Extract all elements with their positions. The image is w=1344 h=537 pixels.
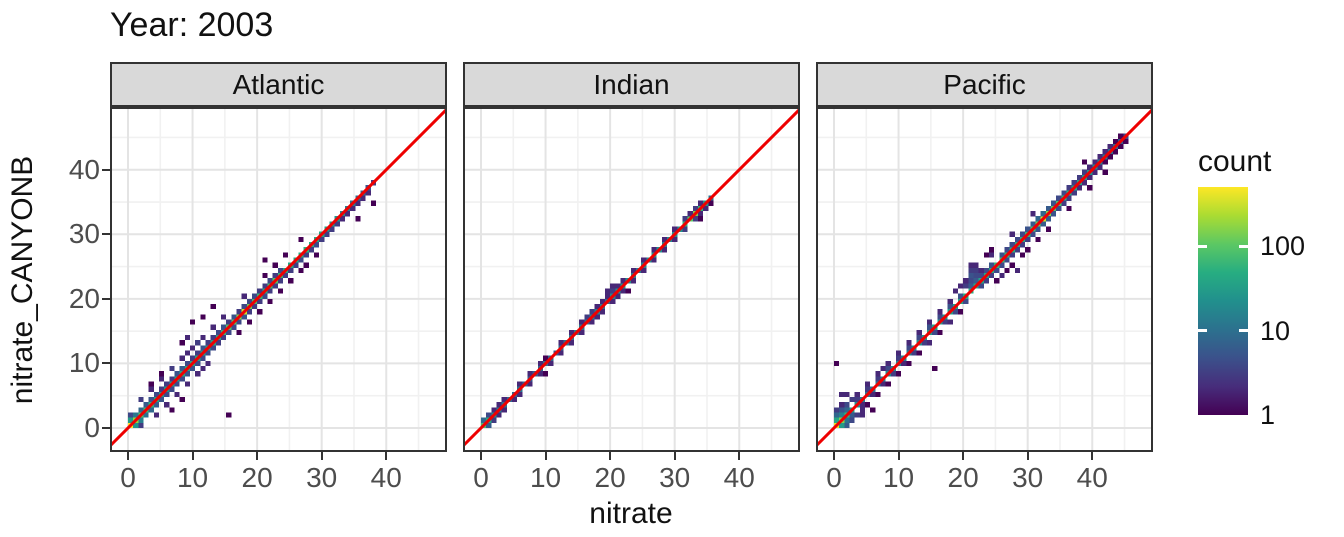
facet-strip-pacific: Pacific xyxy=(816,62,1153,107)
axis-tick-x xyxy=(962,452,965,460)
x-tick-label: 20 xyxy=(594,462,626,493)
axis-tick-x xyxy=(1026,452,1029,460)
y-tick-label: 20 xyxy=(68,282,100,314)
axis-tick-y xyxy=(102,168,110,171)
axis-tick-x xyxy=(544,452,547,460)
plot-title: Year: 2003 xyxy=(110,6,274,44)
legend-title: count xyxy=(1198,145,1272,178)
facet-strip-atlantic: Atlantic xyxy=(110,62,447,107)
panel-svg-atlantic xyxy=(108,107,449,452)
legend-tick xyxy=(1198,244,1207,248)
x-tick-label: 30 xyxy=(1012,462,1044,493)
x-tick-label: 10 xyxy=(882,462,915,493)
axis-tick-x xyxy=(1091,452,1094,460)
legend-tick xyxy=(1198,329,1207,333)
x-tick-label: 20 xyxy=(241,462,273,493)
x-tick-label: 40 xyxy=(1076,462,1108,493)
axis-tick-y xyxy=(102,297,110,300)
axis-tick-x xyxy=(833,452,835,460)
x-tick-label: 0 xyxy=(120,462,136,493)
legend-tick-label: 100 xyxy=(1260,231,1306,262)
y-tick-label: 0 xyxy=(84,411,100,443)
x-tick-label: 40 xyxy=(370,462,402,493)
axis-tick-x xyxy=(191,452,194,460)
legend-colorbar xyxy=(1198,187,1248,415)
y-tick-label: 30 xyxy=(68,218,100,250)
y-axis-title: nitrate_CANYONB xyxy=(6,155,39,405)
facet-strip-indian: Indian xyxy=(463,62,800,107)
axis-tick-x xyxy=(738,452,741,460)
axis-tick-x xyxy=(127,452,129,460)
x-axis-title: nitrate xyxy=(589,497,673,530)
legend-tick xyxy=(1239,329,1248,333)
axis-tick-x xyxy=(609,452,612,460)
identity-line xyxy=(461,107,802,448)
x-tick-label: 10 xyxy=(529,462,562,493)
panel-border xyxy=(816,107,1153,452)
axis-tick-y xyxy=(102,362,110,365)
y-tick-label: 40 xyxy=(68,153,100,185)
identity-line xyxy=(108,107,449,448)
panel-svg-pacific xyxy=(814,107,1155,452)
axis-tick-x xyxy=(256,452,259,460)
panel-border xyxy=(110,107,447,452)
axis-tick-y xyxy=(102,426,110,429)
legend-tick-label: 10 xyxy=(1260,315,1291,346)
axis-tick-x xyxy=(673,452,676,460)
x-tick-label: 0 xyxy=(473,462,489,493)
facet-label: Atlantic xyxy=(232,68,325,100)
identity-line xyxy=(814,107,1155,448)
panel-atlantic xyxy=(108,107,449,452)
y-tick-label: 10 xyxy=(68,347,100,379)
x-tick-label: 20 xyxy=(947,462,979,493)
panel-svg-indian xyxy=(461,107,802,452)
facet-label: Pacific xyxy=(943,68,1026,100)
x-tick-label: 30 xyxy=(659,462,691,493)
panel-pacific xyxy=(814,107,1155,452)
panel-indian xyxy=(461,107,802,452)
legend-tick-label: 1 xyxy=(1260,400,1276,430)
axis-tick-x xyxy=(385,452,388,460)
x-tick-label: 10 xyxy=(176,462,209,493)
axis-tick-x xyxy=(480,452,482,460)
axis-tick-x xyxy=(320,452,323,460)
x-tick-label: 30 xyxy=(306,462,338,493)
panel-border xyxy=(463,107,800,452)
axis-tick-x xyxy=(897,452,900,460)
x-tick-label: 40 xyxy=(723,462,755,493)
x-tick-label: 0 xyxy=(826,462,842,493)
legend-tick xyxy=(1239,244,1248,248)
facet-label: Indian xyxy=(593,68,670,100)
axis-tick-y xyxy=(102,233,110,236)
